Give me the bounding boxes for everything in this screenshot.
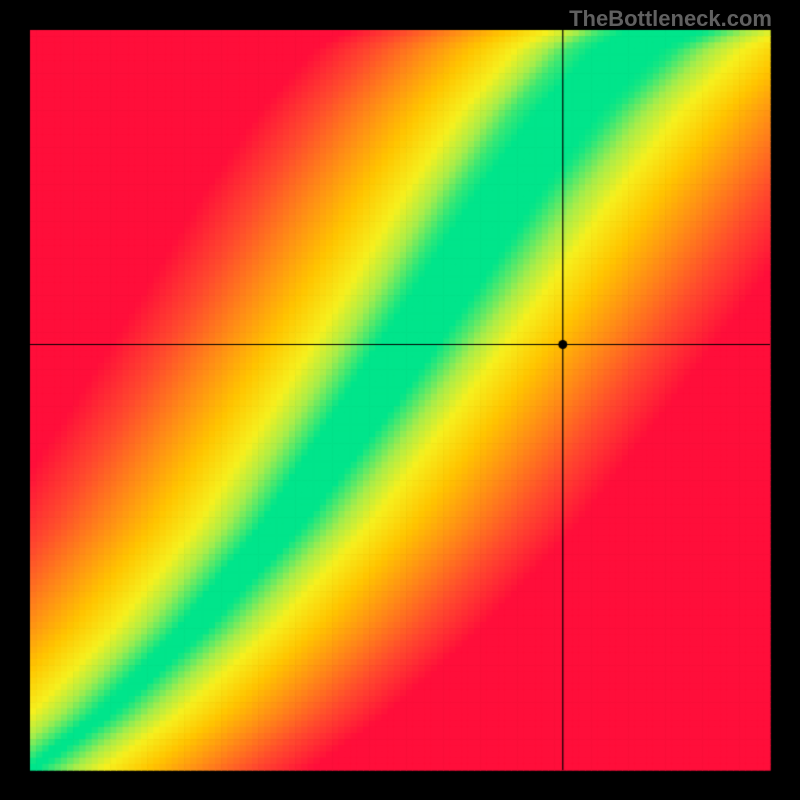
bottleneck-heatmap <box>0 0 800 800</box>
chart-container: TheBottleneck.com <box>0 0 800 800</box>
